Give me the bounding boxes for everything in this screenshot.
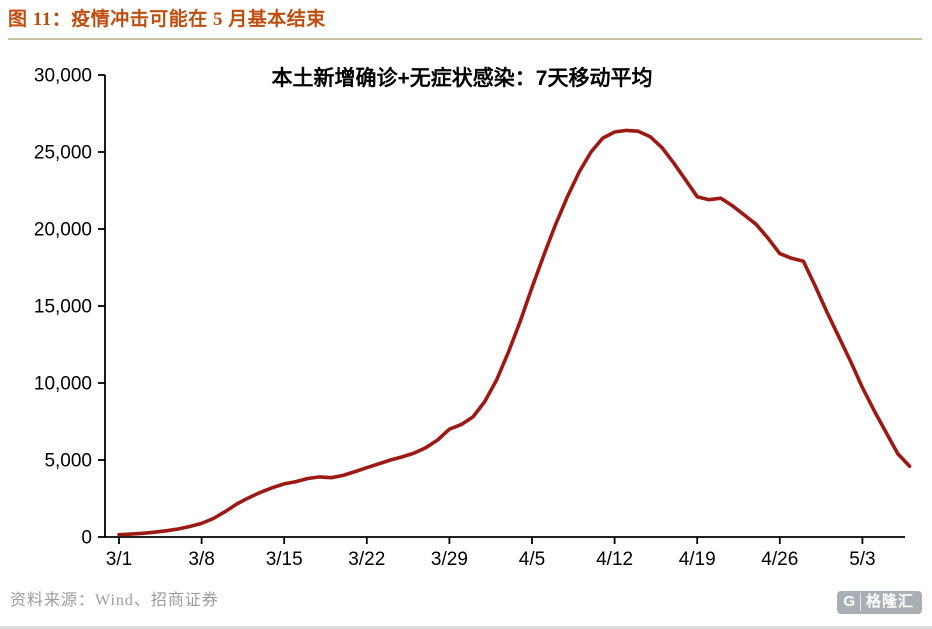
- x-tick-label: 5/3: [849, 549, 875, 565]
- x-tick-label: 4/26: [761, 549, 798, 565]
- gelonghui-logo: G 格隆汇: [837, 591, 922, 614]
- y-tick-label: 25,000: [34, 143, 92, 164]
- figure-header: 图 11：疫情冲击可能在 5 月基本结束: [0, 0, 932, 40]
- gelonghui-logo-text: 格隆汇: [865, 593, 914, 610]
- chart-title: 本土新增确诊+无症状感染：7天移动平均: [272, 66, 653, 90]
- chart-area: 0 5,000 10,000 15,000 20,000 25,000 30,000 3/1 3…: [0, 40, 932, 570]
- header-divider: [8, 38, 922, 40]
- gelonghui-logo-mark: G: [843, 593, 861, 611]
- y-tick-label: 30,000: [34, 66, 92, 87]
- x-tick-label: 4/19: [679, 549, 716, 565]
- x-tick-label: 4/12: [596, 549, 633, 565]
- y-tick-label: 10,000: [34, 374, 92, 395]
- x-tick-label: 3/8: [188, 549, 214, 565]
- x-tick-label: 3/1: [106, 549, 132, 565]
- source-note: 资料来源：Wind、招商证券: [10, 592, 219, 609]
- figure-title: 图 11：疫情冲击可能在 5 月基本结束: [8, 9, 326, 30]
- line-chart: 0 5,000 10,000 15,000 20,000 25,000 30,000 3/1 3…: [34, 66, 912, 570]
- y-tick-label: 20,000: [34, 220, 92, 241]
- x-tick-label: 3/29: [431, 549, 468, 565]
- series-line: [117, 128, 912, 537]
- y-tick-label: 5,000: [44, 451, 92, 472]
- x-tick-label: 3/15: [266, 549, 303, 565]
- x-tick-label: 3/22: [348, 549, 385, 565]
- y-tick-label: 0: [81, 528, 92, 549]
- footer: 资料来源：Wind、招商证券 G 格隆汇: [0, 565, 932, 629]
- x-tick-label: 4/5: [519, 549, 545, 565]
- y-tick-label: 15,000: [34, 297, 92, 318]
